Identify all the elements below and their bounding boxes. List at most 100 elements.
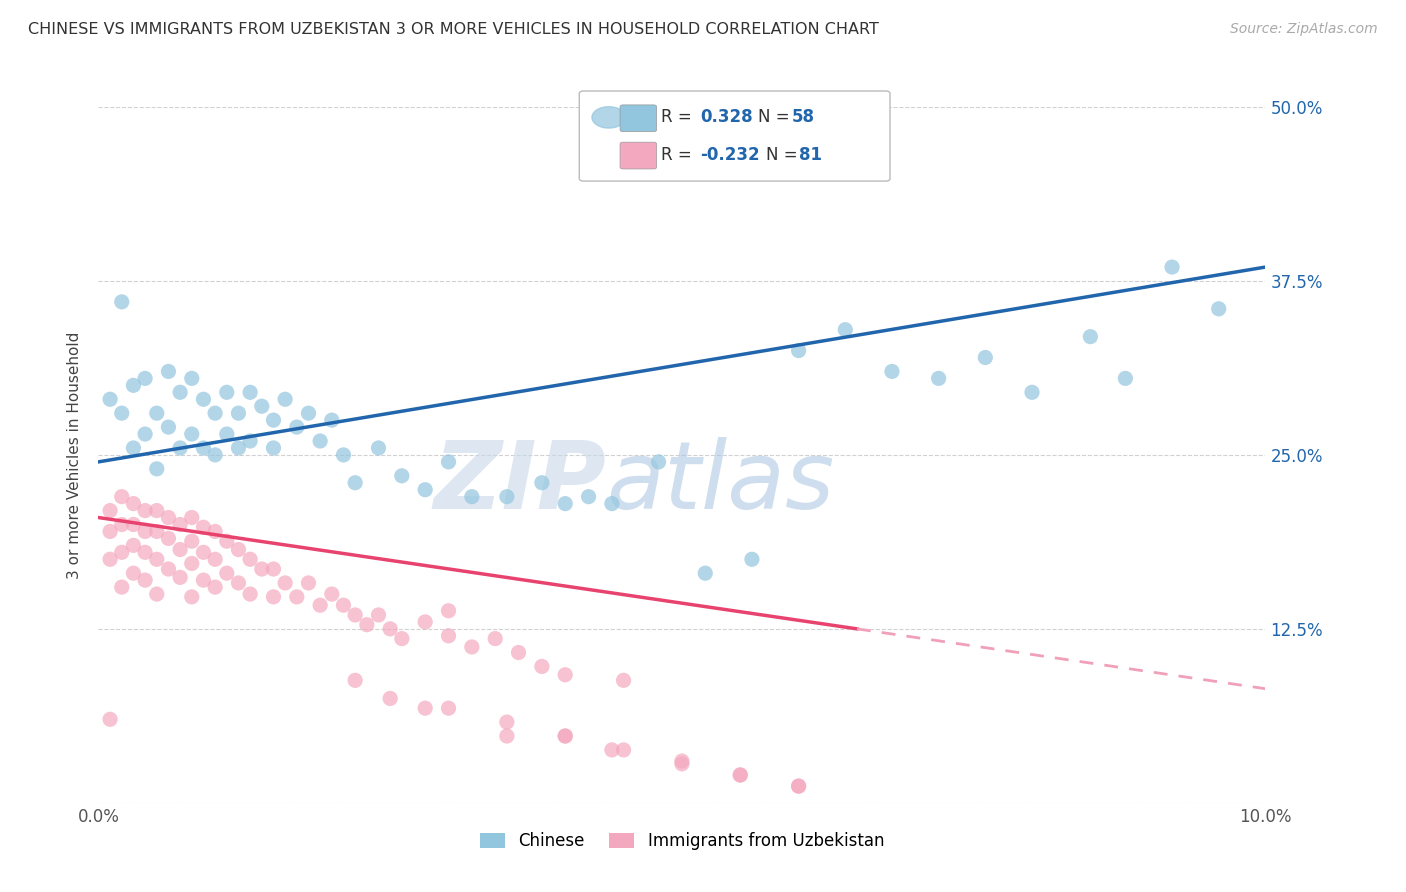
- Point: [262, 562, 284, 576]
- Point: [250, 399, 273, 413]
- Point: [344, 673, 367, 688]
- Point: [928, 371, 950, 385]
- Point: [111, 580, 134, 594]
- Point: [332, 598, 354, 612]
- Text: 58: 58: [792, 109, 814, 127]
- Point: [180, 510, 202, 524]
- Point: [380, 622, 402, 636]
- Point: [671, 754, 693, 768]
- Point: [180, 427, 202, 442]
- Point: [413, 615, 436, 629]
- Text: CHINESE VS IMMIGRANTS FROM UZBEKISTAN 3 OR MORE VEHICLES IN HOUSEHOLD CORRELATIO: CHINESE VS IMMIGRANTS FROM UZBEKISTAN 3 …: [28, 22, 879, 37]
- Point: [228, 576, 250, 591]
- Point: [180, 534, 202, 549]
- Point: [321, 587, 343, 601]
- Point: [530, 475, 553, 490]
- Point: [367, 441, 389, 455]
- Point: [554, 729, 576, 743]
- Text: Source: ZipAtlas.com: Source: ZipAtlas.com: [1230, 22, 1378, 37]
- Point: [367, 607, 389, 622]
- Point: [437, 629, 460, 643]
- Point: [193, 392, 215, 407]
- Point: [204, 580, 226, 594]
- Point: [834, 323, 856, 337]
- Point: [554, 497, 576, 511]
- Text: N =: N =: [766, 145, 803, 163]
- Point: [146, 587, 169, 601]
- Point: [228, 406, 250, 420]
- Point: [134, 545, 156, 559]
- Point: [98, 524, 121, 539]
- Point: [554, 667, 576, 681]
- Point: [146, 406, 169, 420]
- Point: [1021, 385, 1043, 400]
- Point: [787, 779, 810, 793]
- Point: [1114, 371, 1136, 385]
- Point: [297, 576, 319, 591]
- Point: [262, 413, 284, 427]
- Point: [122, 566, 145, 581]
- Point: [332, 448, 354, 462]
- Y-axis label: 3 or more Vehicles in Household: 3 or more Vehicles in Household: [67, 331, 83, 579]
- Point: [508, 646, 530, 660]
- Point: [180, 371, 202, 385]
- Point: [146, 462, 169, 476]
- Point: [193, 573, 215, 587]
- Point: [321, 413, 343, 427]
- Point: [787, 343, 810, 358]
- Point: [309, 598, 332, 612]
- Point: [239, 434, 262, 448]
- Text: atlas: atlas: [606, 437, 834, 528]
- Point: [730, 768, 752, 782]
- Point: [157, 510, 180, 524]
- Point: [157, 532, 180, 546]
- Point: [647, 455, 669, 469]
- Point: [484, 632, 506, 646]
- Point: [180, 557, 202, 571]
- Point: [612, 743, 634, 757]
- Point: [122, 538, 145, 552]
- Point: [204, 406, 226, 420]
- Point: [239, 385, 262, 400]
- Point: [578, 490, 600, 504]
- Point: [111, 294, 134, 309]
- Point: [228, 441, 250, 455]
- Point: [600, 497, 623, 511]
- Point: [297, 406, 319, 420]
- Point: [111, 490, 134, 504]
- Point: [111, 545, 134, 559]
- Point: [880, 364, 903, 378]
- Point: [180, 590, 202, 604]
- Point: [204, 524, 226, 539]
- Point: [157, 364, 180, 378]
- Point: [496, 729, 519, 743]
- Point: [146, 524, 169, 539]
- Point: [344, 475, 367, 490]
- Point: [530, 659, 553, 673]
- Point: [228, 542, 250, 557]
- Point: [356, 617, 378, 632]
- Point: [695, 566, 717, 581]
- Point: [461, 640, 484, 654]
- Point: [204, 448, 226, 462]
- Point: [122, 497, 145, 511]
- Point: [309, 434, 332, 448]
- Point: [122, 441, 145, 455]
- Point: [413, 483, 436, 497]
- Point: [111, 517, 134, 532]
- Point: [98, 552, 121, 566]
- Point: [193, 545, 215, 559]
- Point: [391, 632, 413, 646]
- Point: [98, 712, 121, 726]
- Point: [612, 673, 634, 688]
- Point: [437, 455, 460, 469]
- Point: [98, 392, 121, 407]
- Point: [239, 552, 262, 566]
- Point: [496, 490, 519, 504]
- Point: [274, 576, 297, 591]
- Point: [215, 427, 238, 442]
- Point: [391, 468, 413, 483]
- Point: [1080, 329, 1102, 343]
- Point: [274, 392, 297, 407]
- Point: [98, 503, 121, 517]
